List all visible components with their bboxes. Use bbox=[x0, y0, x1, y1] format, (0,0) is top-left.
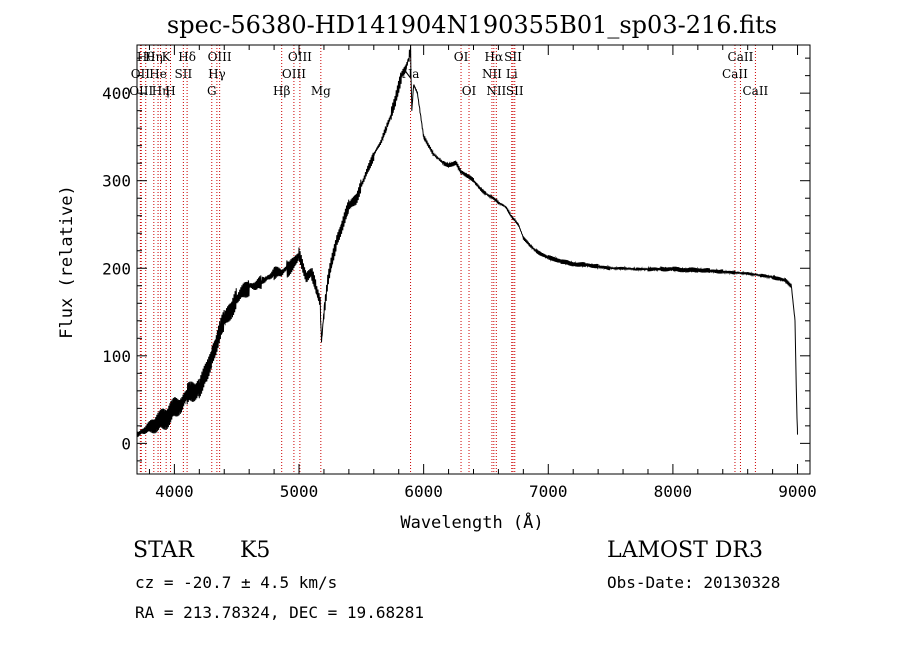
x-tick-label: 9000 bbox=[778, 482, 817, 501]
line-marker-label: OI bbox=[454, 50, 469, 64]
x-axis-label: Wavelength (Å) bbox=[400, 511, 543, 533]
line-marker-label: Hη bbox=[152, 84, 170, 98]
flux-series-line bbox=[136, 44, 798, 438]
line-marker-label: Mg bbox=[311, 84, 331, 98]
object-class: STAR bbox=[133, 538, 194, 563]
line-marker-label: CaII bbox=[728, 50, 754, 64]
x-tick-label: 5000 bbox=[280, 482, 319, 501]
line-marker-label: NII bbox=[482, 67, 502, 81]
y-tick-label: 0 bbox=[121, 434, 131, 453]
y-tick-label: 300 bbox=[102, 172, 131, 191]
x-tick-label: 4000 bbox=[155, 482, 194, 501]
line-marker-label: Hθ bbox=[137, 50, 155, 64]
object-subclass: K5 bbox=[240, 538, 271, 563]
line-marker-label: He bbox=[149, 67, 167, 81]
line-marker-label: OIII bbox=[129, 84, 153, 98]
line-marker-label: Li bbox=[506, 67, 518, 81]
line-marker-label: CaII bbox=[742, 84, 768, 98]
y-tick-label: 100 bbox=[102, 347, 131, 366]
survey-name: LAMOST DR3 bbox=[607, 538, 763, 563]
line-marker-label: Hβ bbox=[273, 84, 290, 98]
y-tick-label: 400 bbox=[102, 84, 131, 103]
y-tick-label: 200 bbox=[102, 259, 131, 278]
line-marker-label: CaII bbox=[722, 67, 748, 81]
obs-date: Obs-Date: 20130328 bbox=[607, 573, 781, 592]
plot-frame bbox=[136, 44, 811, 475]
line-marker-label: OIII bbox=[288, 50, 312, 64]
line-marker-label: Hγ bbox=[208, 67, 226, 81]
y-axis-label: Flux (relative) bbox=[57, 185, 77, 339]
line-marker-label: OIII bbox=[208, 50, 232, 64]
axis-ticks: 4000 5000 6000 7000 8000 9000 0 100 200 300 400 bbox=[102, 45, 817, 501]
x-tick-label: 7000 bbox=[529, 482, 568, 501]
line-marker-label: SII bbox=[504, 50, 522, 64]
line-marker-label: OII bbox=[131, 67, 151, 81]
line-marker-label: G bbox=[207, 84, 217, 98]
x-tick-label: 8000 bbox=[654, 482, 693, 501]
line-marker-label: SII bbox=[175, 67, 193, 81]
line-marker-label: SII bbox=[506, 84, 524, 98]
line-marker-label: Hα bbox=[485, 50, 504, 64]
line-marker-label: Hη bbox=[145, 50, 163, 64]
line-marker-label: NII bbox=[486, 84, 506, 98]
line-marker-label: Hδ bbox=[178, 50, 196, 64]
spectral-line-labels: OIIOIIIHθHηHeHηKHSIIHδGHγOIIIHβOIIIOIIIM… bbox=[129, 50, 768, 98]
ra-dec: RA = 213.78324, DEC = 19.68281 bbox=[135, 603, 424, 622]
line-marker-label: H bbox=[165, 84, 175, 98]
x-tick-label: 6000 bbox=[404, 482, 443, 501]
cz-value: cz = -20.7 ± 4.5 km/s bbox=[135, 573, 338, 592]
chart-title: spec-56380-HD141904N190355B01_sp03-216.f… bbox=[167, 11, 777, 39]
line-marker-label: K bbox=[162, 50, 172, 64]
line-marker-label: OIII bbox=[282, 67, 306, 81]
line-marker-label: OI bbox=[462, 84, 477, 98]
spectral-line-markers bbox=[139, 45, 756, 474]
